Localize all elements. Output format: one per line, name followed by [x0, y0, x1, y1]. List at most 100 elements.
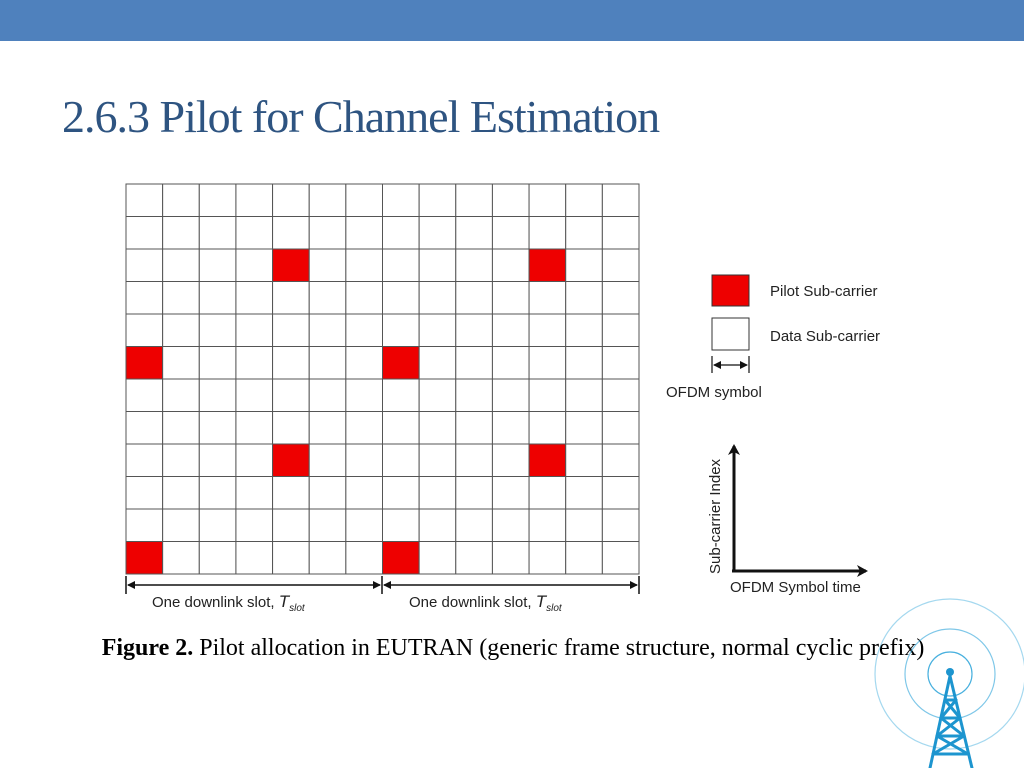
data-subcarrier-cell: [601, 443, 640, 477]
data-subcarrier-cell: [198, 443, 237, 477]
data-subcarrier-cell: [235, 476, 274, 510]
data-subcarrier-cell: [528, 216, 567, 250]
data-subcarrier-cell: [491, 508, 530, 542]
data-subcarrier-cell: [491, 248, 530, 282]
header-bar: [0, 0, 1024, 41]
data-subcarrier-cell: [491, 216, 530, 250]
data-subcarrier-cell: [565, 443, 603, 477]
data-subcarrier-cell: [272, 281, 310, 315]
data-subcarrier-cell: [601, 313, 640, 347]
data-subcarrier-cell: [345, 313, 384, 347]
data-subcarrier-cell: [125, 281, 164, 315]
data-subcarrier-cell: [601, 216, 640, 250]
data-subcarrier-cell: [162, 476, 200, 510]
data-subcarrier-cell: [491, 476, 530, 510]
data-subcarrier-cell: [455, 216, 493, 250]
data-subcarrier-cell: [345, 508, 384, 542]
data-subcarrier-cell: [565, 411, 603, 445]
data-subcarrier-cell: [418, 248, 457, 282]
data-subcarrier-cell: [382, 281, 420, 315]
data-subcarrier-cell: [345, 281, 384, 315]
legend-data-swatch: [711, 317, 750, 351]
data-subcarrier-cell: [565, 378, 603, 412]
data-subcarrier-cell: [272, 313, 310, 347]
data-subcarrier-cell: [601, 183, 640, 217]
data-subcarrier-cell: [455, 508, 493, 542]
data-subcarrier-cell: [235, 411, 274, 445]
slot-label-2: One downlink slot, Tslot: [409, 592, 563, 614]
data-subcarrier-cell: [308, 216, 347, 250]
data-subcarrier-cell: [198, 411, 237, 445]
data-subcarrier-cell: [565, 313, 603, 347]
data-subcarrier-cell: [345, 346, 384, 380]
data-subcarrier-cell: [382, 248, 420, 282]
legend-symbol-label: OFDM symbol: [666, 384, 762, 401]
data-subcarrier-cell: [528, 378, 567, 412]
data-subcarrier-cell: [528, 508, 567, 542]
data-subcarrier-cell: [125, 313, 164, 347]
data-subcarrier-cell: [418, 508, 457, 542]
data-subcarrier-cell: [455, 411, 493, 445]
data-subcarrier-cell: [272, 216, 310, 250]
data-subcarrier-cell: [382, 411, 420, 445]
data-subcarrier-cell: [125, 508, 164, 542]
data-subcarrier-cell: [125, 411, 164, 445]
legend: Pilot Sub-carrier Data Sub-carrier OFDM …: [666, 274, 880, 401]
data-subcarrier-cell: [235, 443, 274, 477]
data-subcarrier-cell: [198, 281, 237, 315]
data-subcarrier-cell: [382, 476, 420, 510]
data-subcarrier-cell: [125, 183, 164, 217]
data-subcarrier-cell: [455, 541, 493, 575]
data-subcarrier-cell: [565, 508, 603, 542]
data-subcarrier-cell: [162, 508, 200, 542]
data-subcarrier-cell: [125, 443, 164, 477]
data-subcarrier-cell: [528, 346, 567, 380]
data-subcarrier-cell: [125, 216, 164, 250]
data-subcarrier-cell: [235, 216, 274, 250]
data-subcarrier-cell: [565, 541, 603, 575]
data-subcarrier-cell: [418, 346, 457, 380]
data-subcarrier-cell: [308, 183, 347, 217]
data-subcarrier-cell: [272, 346, 310, 380]
data-subcarrier-cell: [455, 476, 493, 510]
data-subcarrier-cell: [198, 508, 237, 542]
data-subcarrier-cell: [308, 541, 347, 575]
data-subcarrier-cell: [308, 313, 347, 347]
data-subcarrier-cell: [382, 216, 420, 250]
data-subcarrier-cell: [565, 346, 603, 380]
data-subcarrier-cell: [455, 346, 493, 380]
data-subcarrier-cell: [235, 281, 274, 315]
data-subcarrier-cell: [308, 378, 347, 412]
pilot-subcarrier-cell: [272, 443, 310, 477]
data-subcarrier-cell: [601, 476, 640, 510]
data-subcarrier-cell: [272, 378, 310, 412]
data-subcarrier-cell: [601, 541, 640, 575]
data-subcarrier-cell: [491, 443, 530, 477]
data-subcarrier-cell: [418, 313, 457, 347]
data-subcarrier-cell: [601, 378, 640, 412]
data-subcarrier-cell: [308, 411, 347, 445]
resource-grid: [125, 183, 640, 575]
data-subcarrier-cell: [235, 248, 274, 282]
data-subcarrier-cell: [345, 183, 384, 217]
data-subcarrier-cell: [455, 378, 493, 412]
data-subcarrier-cell: [491, 378, 530, 412]
data-subcarrier-cell: [528, 476, 567, 510]
figure-caption: Figure 2. Pilot allocation in EUTRAN (ge…: [60, 634, 966, 663]
y-axis-label: Sub-carrier Index: [707, 458, 724, 574]
data-subcarrier-cell: [418, 541, 457, 575]
data-subcarrier-cell: [308, 443, 347, 477]
data-subcarrier-cell: [272, 541, 310, 575]
data-subcarrier-cell: [382, 183, 420, 217]
data-subcarrier-cell: [198, 541, 237, 575]
data-subcarrier-cell: [528, 281, 567, 315]
data-subcarrier-cell: [235, 346, 274, 380]
data-subcarrier-cell: [382, 443, 420, 477]
data-subcarrier-cell: [528, 183, 567, 217]
data-subcarrier-cell: [455, 248, 493, 282]
data-subcarrier-cell: [418, 378, 457, 412]
data-subcarrier-cell: [272, 476, 310, 510]
pilot-subcarrier-cell: [528, 248, 567, 282]
data-subcarrier-cell: [125, 476, 164, 510]
